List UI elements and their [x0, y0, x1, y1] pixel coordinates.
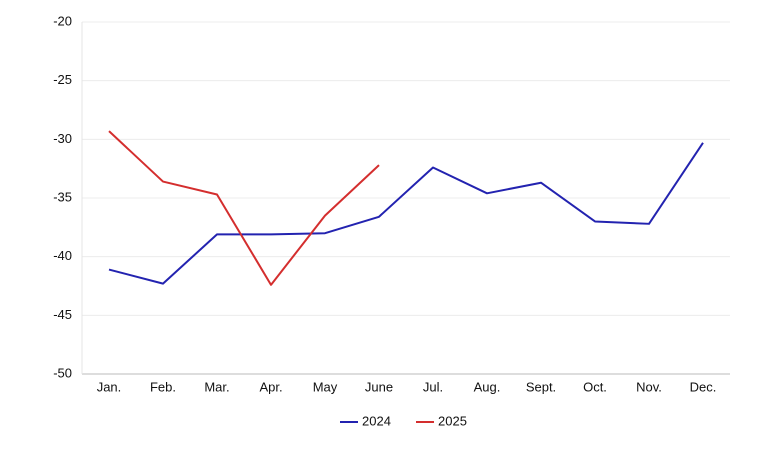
x-tick-label: May [313, 379, 338, 394]
x-tick-label: June [365, 379, 393, 394]
legend-label: 2024 [362, 413, 391, 428]
x-tick-label: Dec. [690, 379, 717, 394]
x-tick-label: Mar. [204, 379, 229, 394]
y-tick-label: -40 [53, 248, 72, 263]
legend-label: 2025 [438, 413, 467, 428]
x-tick-label: Jan. [97, 379, 122, 394]
y-tick-label: -20 [53, 13, 72, 28]
x-tick-label: Nov. [636, 379, 662, 394]
series-line [108, 142, 704, 285]
y-tick-label: -30 [53, 131, 72, 146]
y-tick-label: -35 [53, 189, 72, 204]
x-tick-label: Sept. [526, 379, 556, 394]
y-tick-label: -50 [53, 365, 72, 380]
x-tick-label: Aug. [474, 379, 501, 394]
y-tick-label: -25 [53, 72, 72, 87]
y-tick-label: -45 [53, 307, 72, 322]
series-line [108, 130, 380, 286]
x-tick-label: Apr. [259, 379, 282, 394]
x-tick-label: Feb. [150, 379, 176, 394]
x-tick-label: Jul. [423, 379, 443, 394]
x-tick-label: Oct. [583, 379, 607, 394]
